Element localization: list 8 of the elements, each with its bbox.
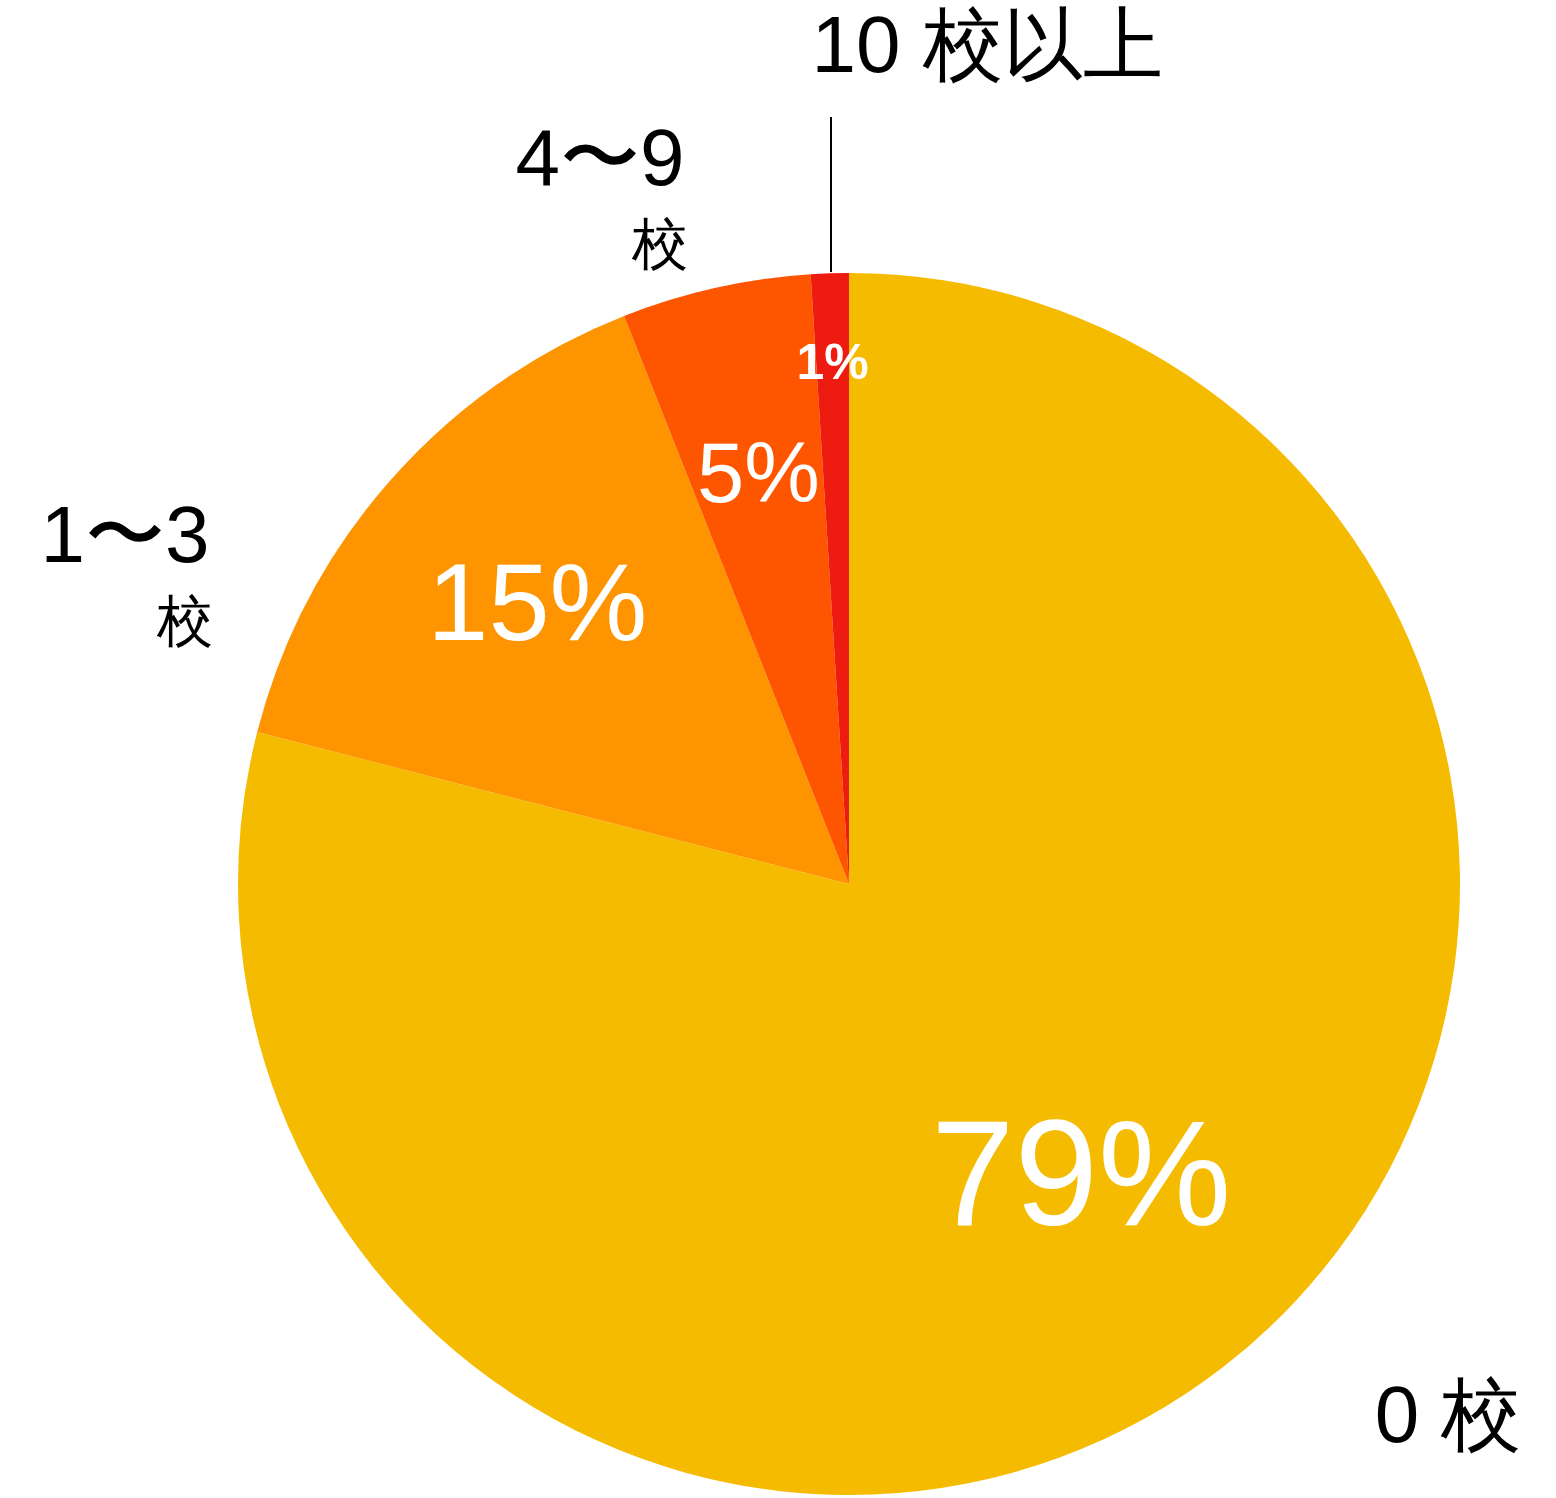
slice-label: 4〜9 校 xyxy=(515,113,688,276)
data-label: 1% xyxy=(796,333,869,390)
data-label: 5% xyxy=(696,424,820,520)
slice-label: 1〜3 校 xyxy=(40,490,213,653)
data-label: 79% xyxy=(931,1088,1232,1257)
slice-label: 10 校以上 xyxy=(811,0,1163,90)
data-label: 15% xyxy=(427,539,648,663)
slice-label: 0 校 xyxy=(1374,1370,1522,1460)
